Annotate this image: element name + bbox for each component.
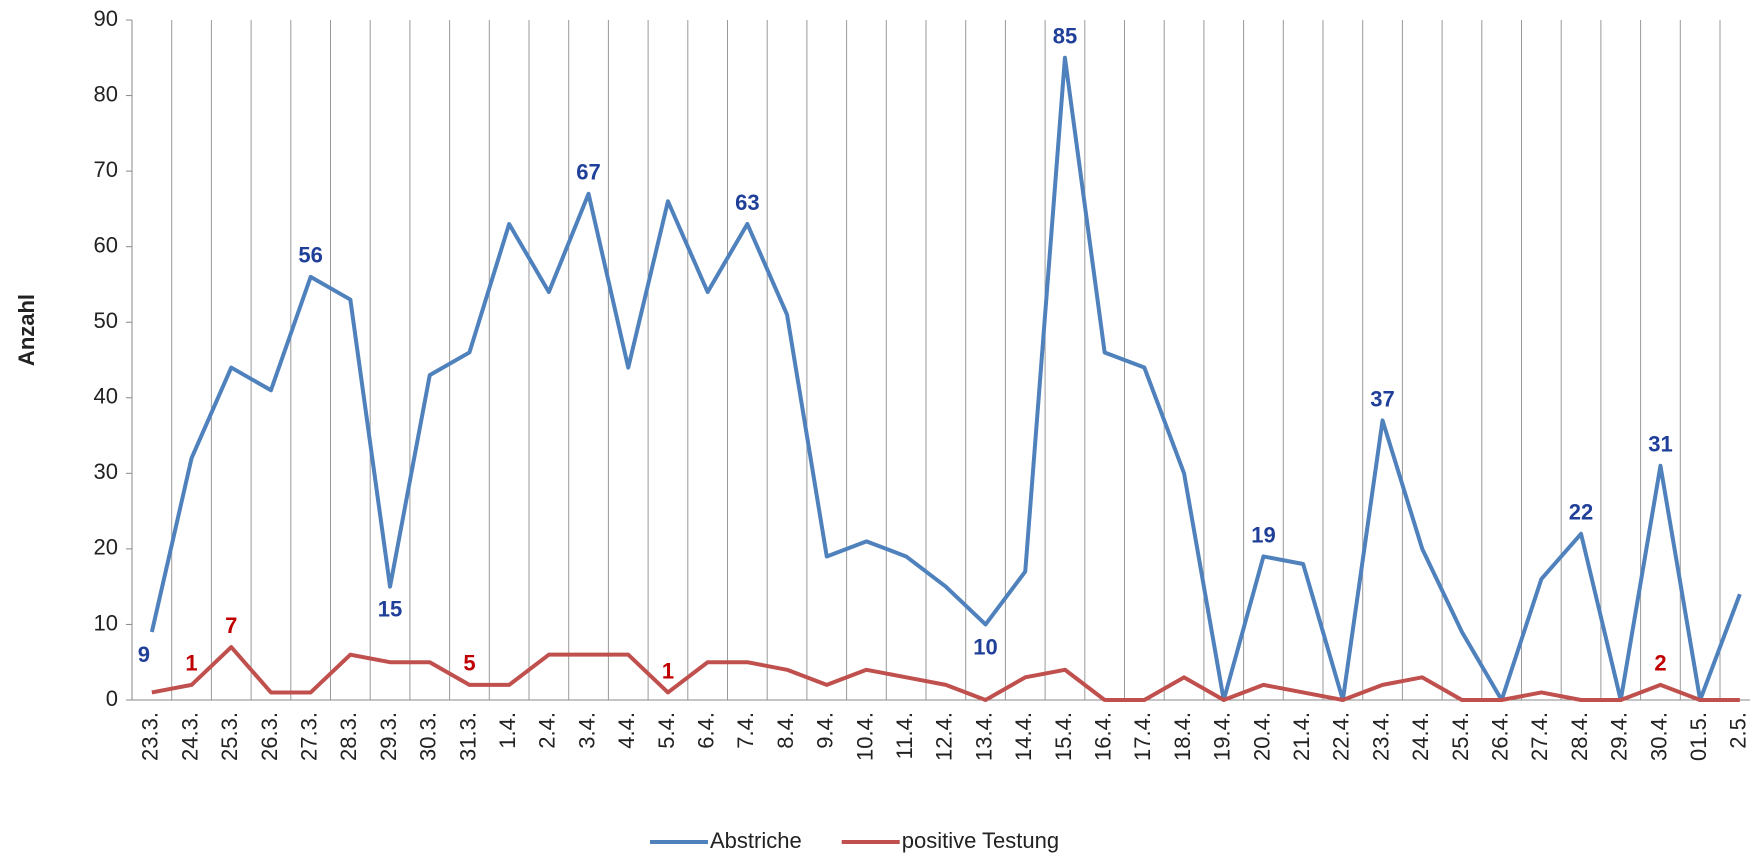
y-tick-label: 90 bbox=[94, 6, 118, 31]
x-tick-label: 20.4. bbox=[1249, 712, 1274, 761]
x-tick-label: 6.4. bbox=[693, 712, 718, 749]
series-line bbox=[149, 55, 1742, 702]
data-label: 67 bbox=[576, 160, 600, 185]
data-label: 56 bbox=[298, 243, 322, 268]
x-tick-label: 3.4. bbox=[574, 712, 599, 749]
x-tick-label: 29.3. bbox=[376, 712, 401, 761]
y-tick-label: 10 bbox=[94, 610, 118, 635]
x-tick-label: 4.4. bbox=[614, 712, 639, 749]
x-tick-label: 1.4. bbox=[495, 712, 520, 749]
x-tick-label: 24.3. bbox=[177, 712, 202, 761]
x-tick-label: 24.4. bbox=[1408, 712, 1433, 761]
x-tick-label: 31.3. bbox=[455, 712, 480, 761]
x-tick-label: 19.4. bbox=[1210, 712, 1235, 761]
x-tick-label: 12.4. bbox=[932, 712, 957, 761]
x-tick-label: 27.3. bbox=[296, 712, 321, 761]
data-label: 37 bbox=[1370, 386, 1394, 411]
data-label: 19 bbox=[1251, 522, 1275, 547]
x-tick-label: 23.4. bbox=[1368, 712, 1393, 761]
x-tick-label: 25.3. bbox=[217, 712, 242, 761]
x-tick-label: 2.4. bbox=[535, 712, 560, 749]
x-tick-label: 28.4. bbox=[1567, 712, 1592, 761]
x-tick-label: 28.3. bbox=[336, 712, 361, 761]
x-tick-label: 9.4. bbox=[813, 712, 838, 749]
data-label: 15 bbox=[378, 596, 402, 621]
x-tick-label: 23.3. bbox=[138, 712, 163, 761]
x-tick-label: 7.4. bbox=[733, 712, 758, 749]
x-tick-label: 29.4. bbox=[1607, 712, 1632, 761]
x-tick-label: 10.4. bbox=[852, 712, 877, 761]
x-tick-label: 22.4. bbox=[1329, 712, 1354, 761]
x-tick-label: 21.4. bbox=[1289, 712, 1314, 761]
y-axis-label: Anzahl bbox=[14, 294, 39, 366]
data-label: 22 bbox=[1569, 500, 1593, 525]
y-tick-label: 50 bbox=[94, 308, 118, 333]
x-tick-label: 13.4. bbox=[971, 712, 996, 761]
x-tick-label: 2.5. bbox=[1726, 712, 1750, 749]
data-label: 2 bbox=[1654, 651, 1666, 676]
data-label: 5 bbox=[463, 651, 475, 676]
legend-label: Abstriche bbox=[710, 828, 802, 853]
data-label: 31 bbox=[1648, 432, 1672, 457]
x-tick-label: 30.4. bbox=[1646, 712, 1671, 761]
data-label: 85 bbox=[1053, 24, 1077, 49]
x-tick-label: 8.4. bbox=[773, 712, 798, 749]
y-tick-label: 70 bbox=[94, 157, 118, 182]
legend-label: positive Testung bbox=[902, 828, 1059, 853]
x-tick-label: 26.4. bbox=[1487, 712, 1512, 761]
y-tick-label: 40 bbox=[94, 384, 118, 409]
data-label: 1 bbox=[185, 651, 197, 676]
data-label: 63 bbox=[735, 190, 759, 215]
y-tick-label: 30 bbox=[94, 459, 118, 484]
y-tick-label: 80 bbox=[94, 81, 118, 106]
x-tick-label: 25.4. bbox=[1448, 712, 1473, 761]
x-tick-label: 18.4. bbox=[1170, 712, 1195, 761]
x-tick-label: 11.4. bbox=[892, 712, 917, 759]
data-label: 1 bbox=[662, 658, 674, 683]
x-tick-label: 17.4. bbox=[1130, 712, 1155, 761]
x-tick-label: 27.4. bbox=[1527, 712, 1552, 761]
series-line bbox=[151, 645, 1740, 702]
y-tick-label: 0 bbox=[106, 686, 118, 711]
y-tick-label: 20 bbox=[94, 535, 118, 560]
y-tick-label: 60 bbox=[94, 232, 118, 257]
x-tick-label: 14.4. bbox=[1011, 712, 1036, 761]
x-tick-label: 5.4. bbox=[654, 712, 679, 749]
x-tick-label: 15.4. bbox=[1051, 712, 1076, 761]
data-label: 9 bbox=[138, 642, 150, 667]
x-tick-label: 16.4. bbox=[1090, 712, 1115, 761]
x-tick-label: 30.3. bbox=[416, 712, 441, 761]
x-tick-label: 01.5. bbox=[1686, 712, 1711, 761]
data-label: 10 bbox=[973, 634, 997, 659]
x-tick-label: 26.3. bbox=[257, 712, 282, 761]
data-label: 7 bbox=[225, 613, 237, 638]
